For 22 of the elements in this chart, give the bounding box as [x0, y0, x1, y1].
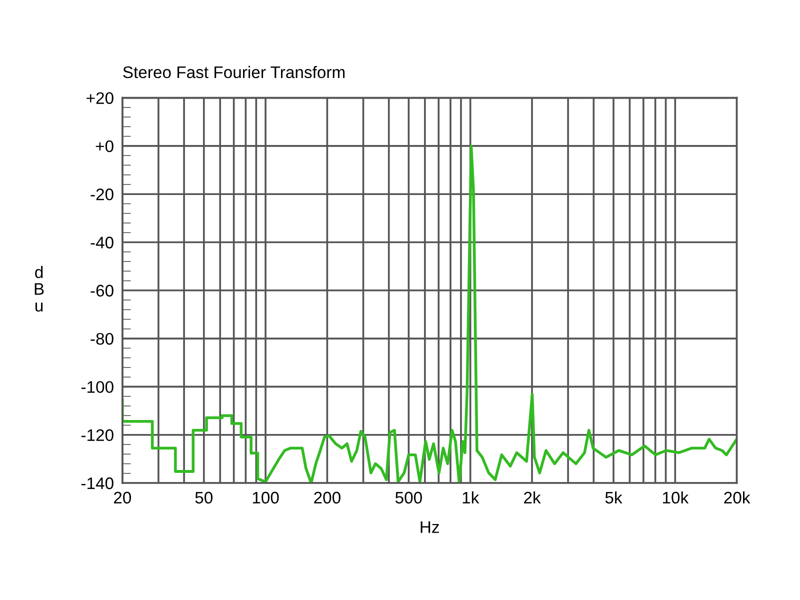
x-tick-label: 200 — [314, 492, 340, 504]
y-tick-label: -40 — [90, 236, 114, 248]
x-tick-label: 50 — [195, 492, 213, 504]
y-axis-title: dBu — [34, 266, 44, 312]
x-tick-label: 1k — [462, 491, 480, 504]
y-tick-label: -100 — [81, 381, 114, 393]
y-tick-label: -60 — [90, 284, 114, 297]
x-tick-label: 2k — [524, 491, 541, 504]
x-tick-label: 20 — [114, 492, 132, 504]
x-tick-label: 500 — [395, 492, 422, 504]
y-tick-label: +0 — [96, 140, 114, 152]
x-tick-label: 20k — [724, 491, 750, 504]
y-tick-label: +20 — [86, 92, 114, 104]
x-tick-label: 100 — [252, 492, 279, 504]
y-tick-label: -20 — [90, 188, 114, 200]
x-axis-title: Hz — [420, 521, 439, 533]
x-tick-label: 10k — [662, 491, 689, 504]
y-tick-label: -140 — [81, 477, 114, 490]
x-tick-label: 5k — [605, 491, 622, 504]
y-tick-label: -80 — [90, 332, 114, 345]
y-tick-label: -120 — [81, 429, 114, 442]
chart-title: Stereo Fast Fourier Transform — [123, 66, 345, 78]
